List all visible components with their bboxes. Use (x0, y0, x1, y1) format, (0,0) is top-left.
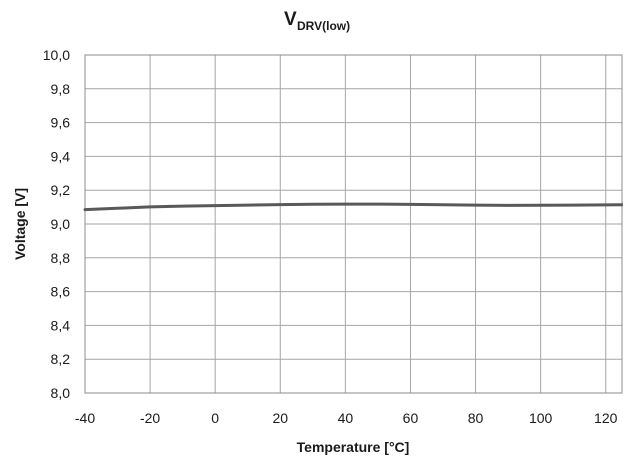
x-tick-label: 40 (338, 410, 354, 426)
y-tick-label: 9,6 (51, 115, 71, 131)
y-tick-label: 8,4 (51, 317, 71, 333)
x-tick-label: 120 (594, 410, 618, 426)
y-tick-label: 8,2 (51, 351, 71, 367)
plot-area (84, 54, 623, 394)
y-tick-label: 8,8 (51, 250, 71, 266)
x-tick-label: 20 (272, 410, 288, 426)
x-tick-label: 60 (403, 410, 419, 426)
y-tick-label: 10,0 (43, 47, 70, 63)
y-tick-label: 9,8 (51, 81, 71, 97)
x-tick-label: 100 (529, 410, 553, 426)
chart-title: V DRV(low) (284, 9, 350, 33)
y-tick-label: 8,6 (51, 284, 71, 300)
chart-title-main: V (284, 9, 297, 30)
y-tick-label: 9,4 (51, 148, 71, 164)
y-axis-tick-labels: 10,0 9,8 9,6 9,4 9,2 9,0 8,8 8,6 8,4 8,2 8,0 (43, 47, 70, 401)
x-axis-title: Temperature [°C] (297, 439, 410, 455)
chart-title-subscript: DRV(low) (297, 19, 350, 33)
x-tick-label: -20 (140, 410, 160, 426)
x-tick-label: 0 (211, 410, 219, 426)
y-tick-label: 9,2 (51, 182, 71, 198)
y-tick-label: 9,0 (51, 216, 71, 232)
x-tick-label: -40 (75, 410, 95, 426)
gridlines (84, 54, 622, 394)
series-group (83, 202, 623, 212)
y-tick-label: 8,0 (51, 385, 71, 401)
x-tick-label: 80 (468, 410, 484, 426)
series-line (83, 202, 623, 212)
y-axis-title: Voltage [V] (12, 188, 28, 260)
x-axis-tick-labels: -40 -20 0 20 40 60 80 100 120 (75, 410, 618, 426)
